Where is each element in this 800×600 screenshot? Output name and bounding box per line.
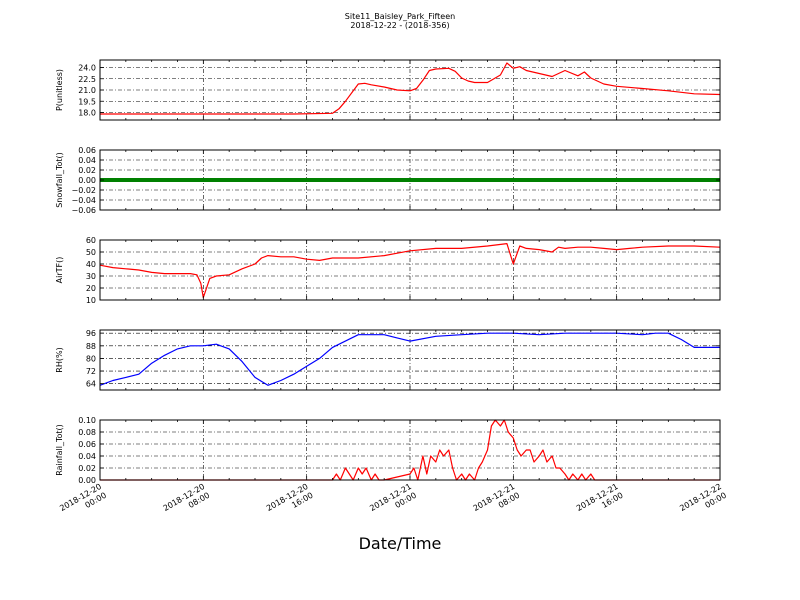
- y-tick-label: 21.0: [78, 86, 96, 95]
- x-tick-label: 2018-12-2116:00: [575, 482, 625, 522]
- y-axis-label: P(unitless): [55, 69, 64, 111]
- y-tick-label: 0.02: [78, 166, 96, 175]
- y-tick-label: 60: [86, 236, 96, 245]
- y-tick-label: 72: [86, 367, 96, 376]
- series-line-air-temp: [99, 243, 721, 299]
- x-tick-label: 2018-12-2008:00: [162, 482, 212, 522]
- y-tick-label: 18.0: [78, 109, 96, 118]
- y-axis-label: Rainfall_Tot(): [55, 424, 64, 476]
- panel-snowfall: −0.06−0.04−0.020.000.020.040.06 Snowfall_…: [55, 146, 721, 215]
- series-line-pressure: [100, 62, 721, 115]
- y-tick-label: 0.00: [78, 176, 96, 185]
- y-tick-label: 64: [86, 380, 96, 389]
- y-tick-label: 0.04: [78, 452, 96, 461]
- y-tick-label: 50: [86, 248, 96, 257]
- y-tick-label: 80: [86, 354, 96, 363]
- y-tick-label: 0.00: [78, 476, 96, 485]
- y-axis-label: RH(%): [55, 347, 64, 372]
- y-tick-label: 0.06: [78, 146, 96, 155]
- y-tick-label: −0.02: [71, 186, 96, 195]
- x-tick-label: 2018-12-2000:00: [58, 482, 108, 522]
- x-axis-label: Date/Time: [358, 534, 442, 553]
- series-line-rainfall: [100, 419, 720, 481]
- y-tick-label: 88: [86, 342, 96, 351]
- y-tick-label: 40: [86, 260, 96, 269]
- y-tick-label: 10: [86, 296, 96, 305]
- y-tick-label: 0.10: [78, 416, 96, 425]
- y-axis-label: Snowfall_Tot(): [55, 152, 64, 208]
- y-tick-label: 24.0: [78, 64, 96, 73]
- panel-rh: 64 72 80 88 96 RH(%): [55, 329, 721, 391]
- y-tick-label: 22.5: [78, 75, 96, 84]
- y-tick-label: 0.06: [78, 440, 96, 449]
- panel-air-temp: 10 20 30 40 50 60 AirTF(): [55, 236, 721, 305]
- y-tick-label: 30: [86, 272, 96, 281]
- figure-title: Site11_Baisley_Park_Fifteen: [344, 12, 456, 21]
- series-line-rh: [99, 332, 720, 386]
- figure-subtitle: 2018-12-22 - (2018-356): [350, 21, 450, 30]
- panel-pressure: 18.0 19.5 21.0 22.5 24.0 P(unitless): [55, 59, 721, 121]
- panel-rainfall: 0.00 0.02 0.04 0.06 0.08 0.10 Rainfall_Tot(): [55, 416, 721, 485]
- y-axis-label: AirTF(): [55, 257, 64, 284]
- x-tick-label: 2018-12-2200:00: [678, 482, 728, 522]
- y-tick-label: −0.06: [71, 206, 96, 215]
- y-tick-label: 19.5: [78, 97, 96, 106]
- y-tick-label: 20: [86, 284, 96, 293]
- x-tick-label: 2018-12-2100:00: [368, 482, 418, 522]
- y-tick-label: 0.02: [78, 464, 96, 473]
- y-tick-label: 0.04: [78, 156, 96, 165]
- x-tick-label: 2018-12-2016:00: [265, 482, 315, 522]
- y-tick-label: 96: [86, 329, 96, 338]
- y-tick-label: 0.08: [78, 428, 96, 437]
- x-tick-label: 2018-12-2108:00: [472, 482, 522, 522]
- y-tick-label: −0.04: [71, 196, 96, 205]
